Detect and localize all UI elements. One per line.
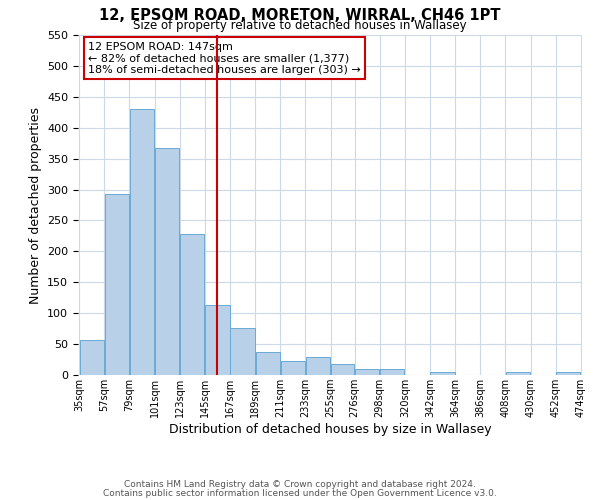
Bar: [205, 304, 230, 375]
Bar: [355, 369, 379, 375]
Text: Contains public sector information licensed under the Open Government Licence v3: Contains public sector information licen…: [103, 488, 497, 498]
Bar: [105, 194, 129, 375]
Bar: [306, 357, 330, 375]
Bar: [430, 372, 455, 375]
Bar: [556, 372, 580, 375]
Y-axis label: Number of detached properties: Number of detached properties: [29, 106, 41, 304]
Text: Size of property relative to detached houses in Wallasey: Size of property relative to detached ho…: [133, 18, 467, 32]
Text: Contains HM Land Registry data © Crown copyright and database right 2024.: Contains HM Land Registry data © Crown c…: [124, 480, 476, 489]
Bar: [230, 328, 254, 375]
Bar: [331, 364, 354, 375]
X-axis label: Distribution of detached houses by size in Wallasey: Distribution of detached houses by size …: [169, 423, 491, 436]
Text: 12 EPSOM ROAD: 147sqm
← 82% of detached houses are smaller (1,377)
18% of semi-d: 12 EPSOM ROAD: 147sqm ← 82% of detached …: [88, 42, 361, 75]
Bar: [180, 234, 205, 375]
Bar: [506, 372, 530, 375]
Bar: [380, 369, 404, 375]
Bar: [130, 109, 154, 375]
Bar: [80, 340, 104, 375]
Text: 12, EPSOM ROAD, MORETON, WIRRAL, CH46 1PT: 12, EPSOM ROAD, MORETON, WIRRAL, CH46 1P…: [99, 8, 501, 22]
Bar: [155, 148, 179, 375]
Bar: [281, 362, 305, 375]
Bar: [256, 352, 280, 375]
